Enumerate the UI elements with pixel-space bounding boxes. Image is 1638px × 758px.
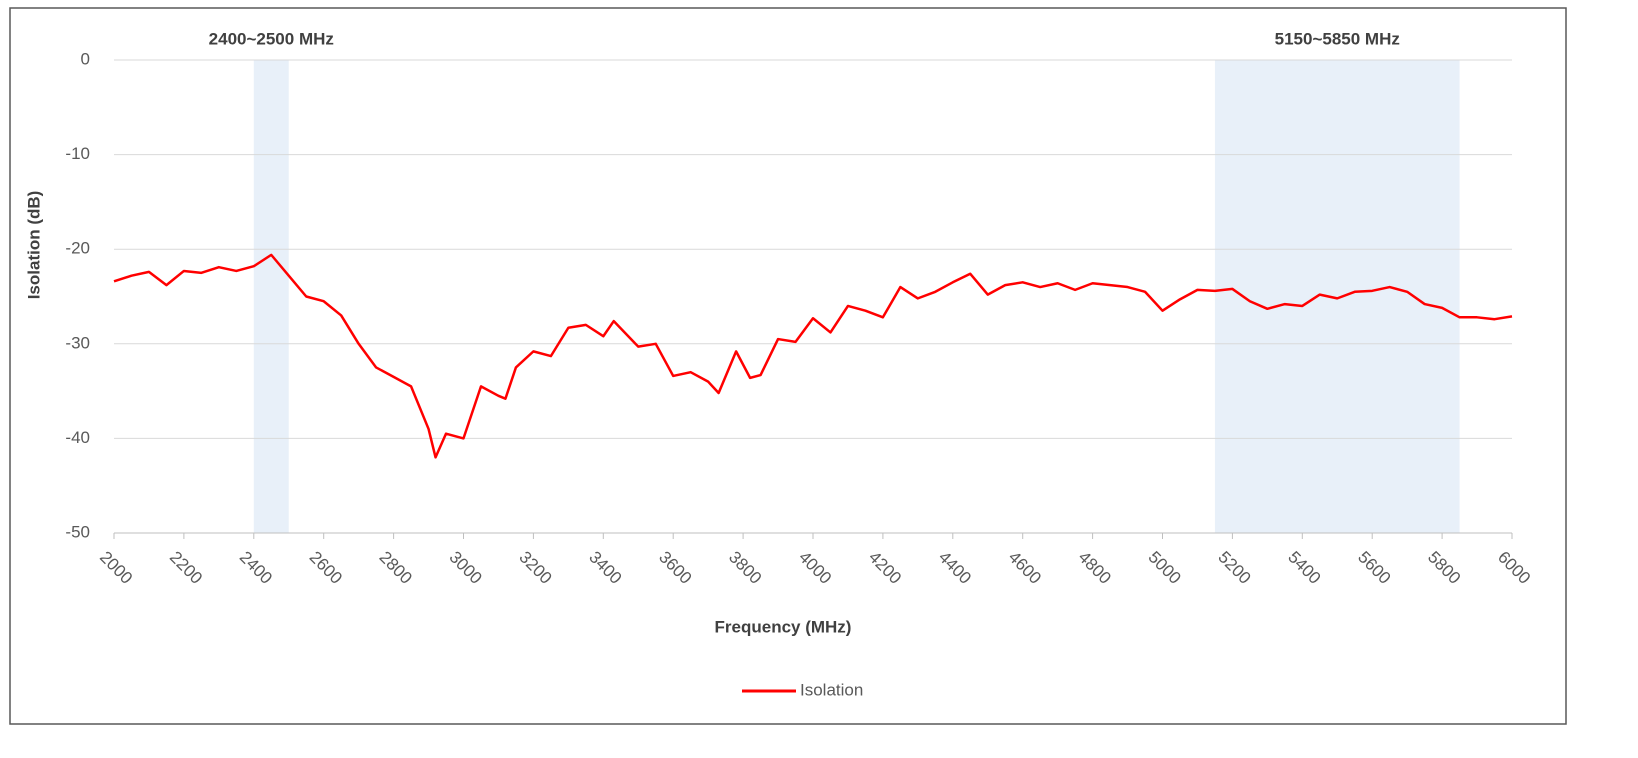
y-tick-label: -20	[65, 239, 90, 258]
y-tick-label: 0	[81, 49, 90, 68]
y-tick-label: -30	[65, 333, 90, 352]
y-tick-label: -10	[65, 144, 90, 163]
y-tick-label: -50	[65, 522, 90, 541]
legend-label: Isolation	[800, 680, 863, 699]
highlight-band	[253, 60, 289, 533]
x-axis-title: Frequency (MHz)	[715, 617, 852, 636]
y-axis-title: Isolation (dB)	[24, 191, 43, 300]
band-label: 2400~2500 MHz	[209, 29, 334, 48]
highlight-band	[1214, 60, 1460, 533]
y-tick-label: -40	[65, 428, 90, 447]
band-label: 5150~5850 MHz	[1275, 29, 1400, 48]
series-line	[113, 253, 1513, 459]
